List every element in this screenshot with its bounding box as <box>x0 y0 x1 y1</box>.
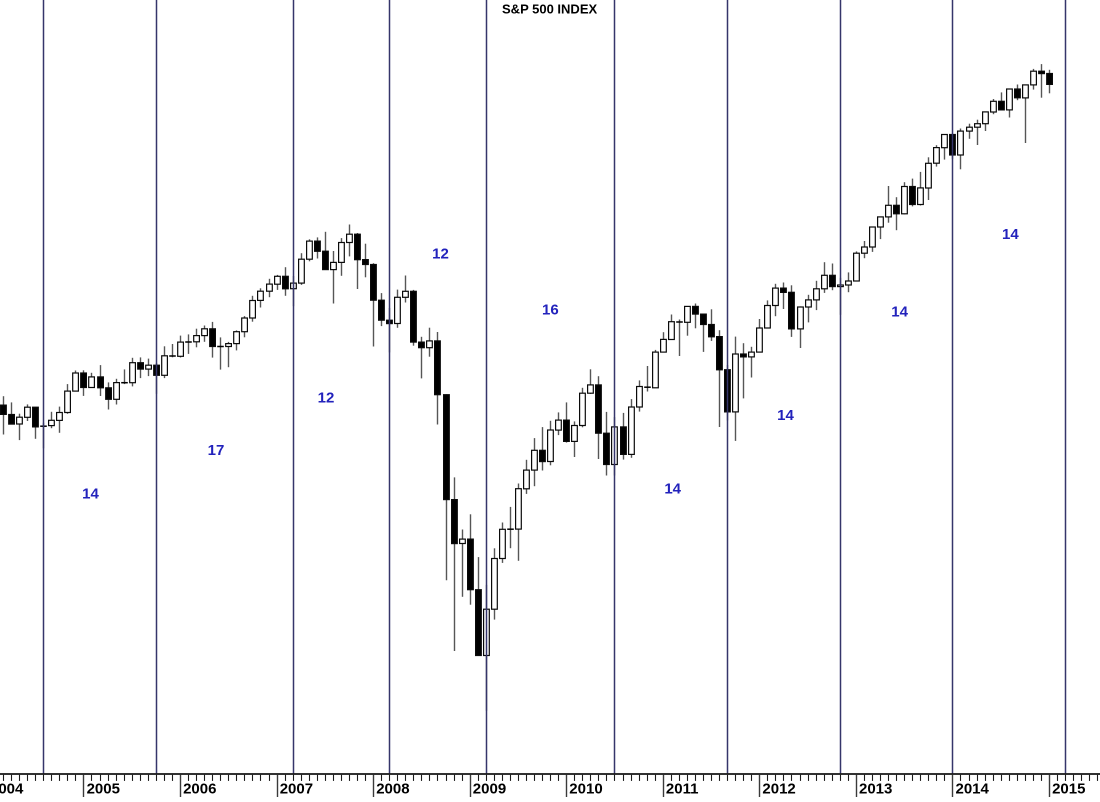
svg-text:2006: 2006 <box>183 780 216 797</box>
svg-text:14: 14 <box>891 303 908 320</box>
svg-text:14: 14 <box>82 486 99 503</box>
svg-text:14: 14 <box>1002 226 1019 243</box>
svg-text:2015: 2015 <box>1052 780 1085 797</box>
svg-text:12: 12 <box>432 245 449 262</box>
svg-text:2005: 2005 <box>87 780 120 797</box>
svg-text:14: 14 <box>777 407 794 424</box>
svg-text:2012: 2012 <box>762 780 795 797</box>
svg-text:14: 14 <box>664 480 681 497</box>
svg-text:2004: 2004 <box>0 780 24 797</box>
svg-text:16: 16 <box>542 301 559 318</box>
svg-text:2010: 2010 <box>569 780 602 797</box>
svg-text:2013: 2013 <box>859 780 892 797</box>
svg-text:S&P 500 INDEX: S&P 500 INDEX <box>502 1 597 16</box>
svg-text:2014: 2014 <box>956 780 990 797</box>
svg-text:2011: 2011 <box>666 780 699 797</box>
svg-text:2009: 2009 <box>473 780 506 797</box>
svg-text:2007: 2007 <box>280 780 313 797</box>
svg-text:2008: 2008 <box>376 780 409 797</box>
svg-text:12: 12 <box>318 389 335 406</box>
svg-text:17: 17 <box>208 442 225 459</box>
